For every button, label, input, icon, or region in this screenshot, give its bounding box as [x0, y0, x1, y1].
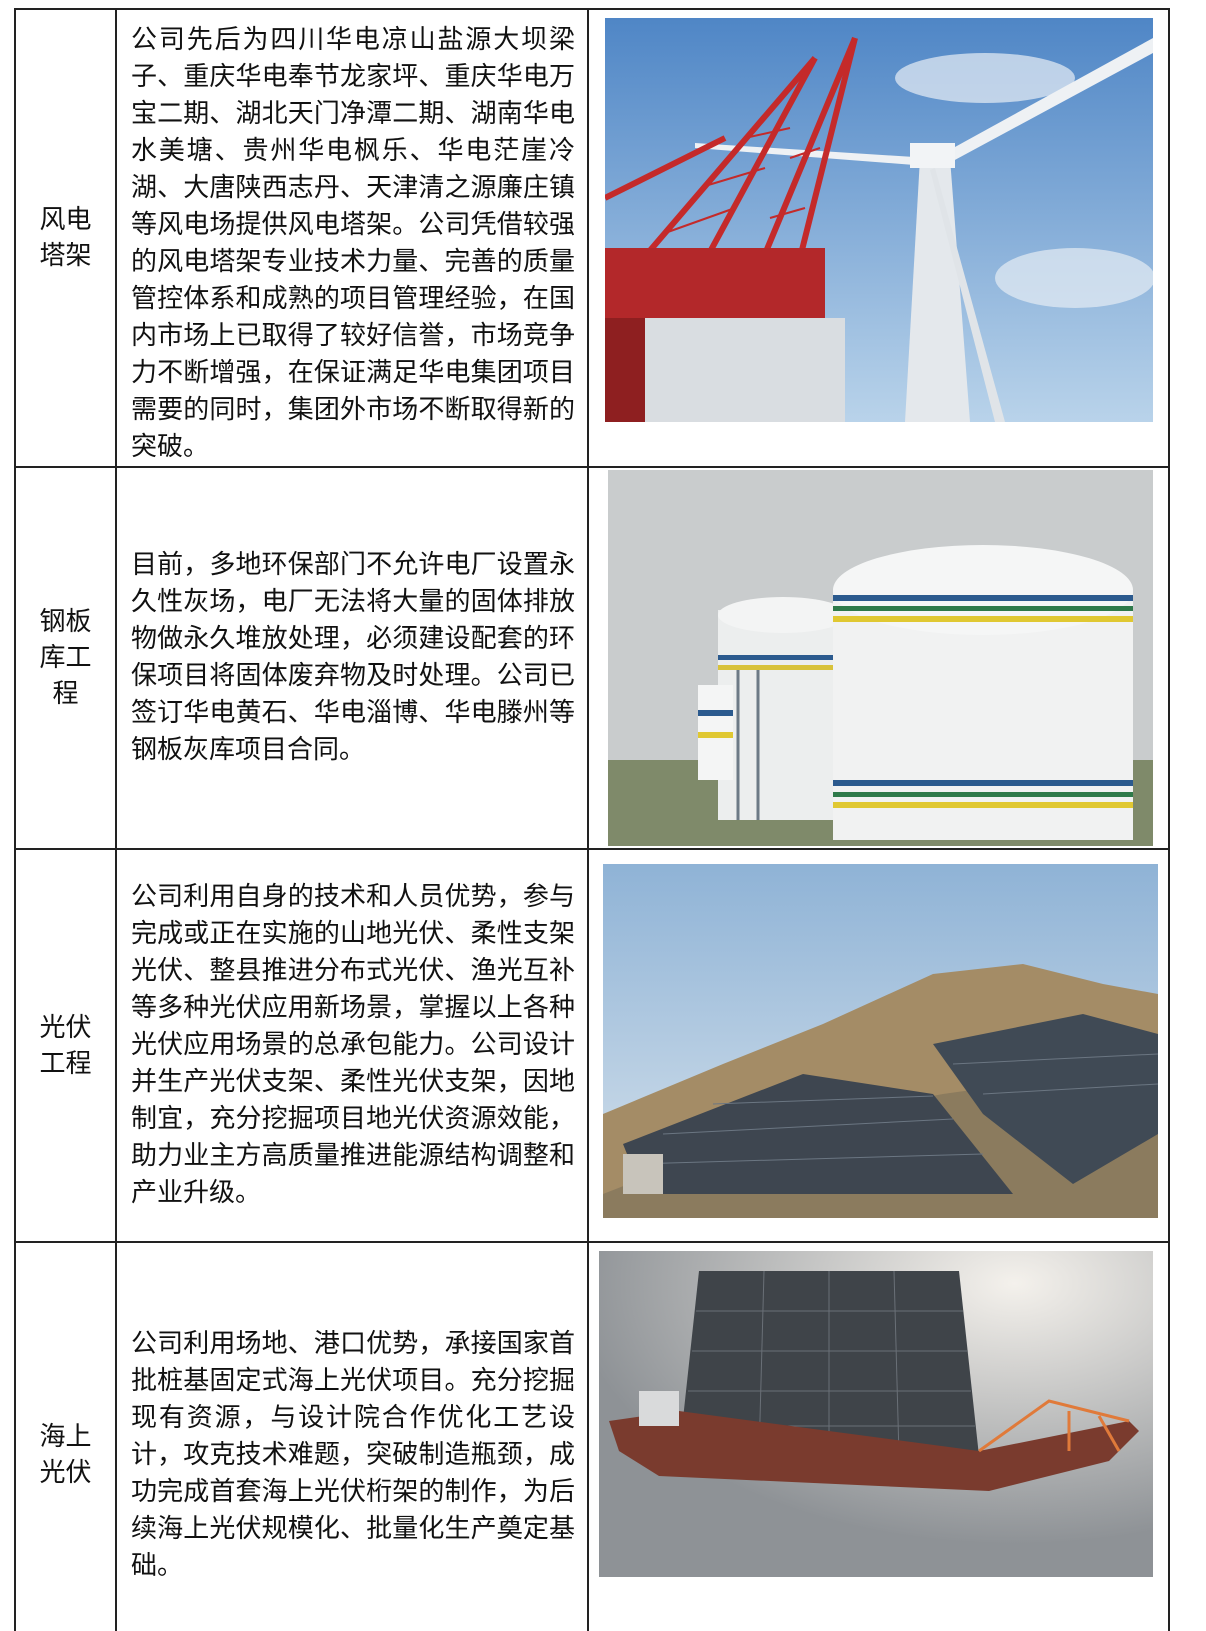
row-text: 公司利用场地、港口优势，承接国家首批桩基固定式海上光伏项目。充分挖掘现有资源，与… — [131, 1328, 575, 1581]
row-label: 海上光伏 — [39, 1422, 92, 1488]
image-cell — [587, 1241, 1170, 1631]
row-text: 公司利用自身的技术和人员优势，参与完成或正在实施的山地光伏、柔性支架光伏、整县推… — [131, 882, 575, 1208]
image-cell — [587, 848, 1170, 1243]
text-cell: 目前，多地环保部门不允许电厂设置永久性灰场，电厂无法将大量的固体排放物做永久堆放… — [115, 466, 589, 850]
offshore-solar-photo — [599, 1251, 1153, 1577]
row-text: 目前，多地环保部门不允许电厂设置永久性灰场，电厂无法将大量的固体排放物做永久堆放… — [131, 550, 575, 765]
table-row: 光伏工程 公司利用自身的技术和人员优势，参与完成或正在实施的山地光伏、柔性支架光… — [14, 848, 1170, 1243]
row-label: 风电塔架 — [39, 205, 92, 271]
label-cell: 钢板库工程 — [14, 466, 117, 850]
table-row: 风电塔架 公司先后为四川华电凉山盐源大坝梁子、重庆华电奉节龙家坪、重庆华电万宝二… — [14, 8, 1170, 468]
table-row: 海上光伏 公司利用场地、港口优势，承接国家首批桩基固定式海上光伏项目。充分挖掘现… — [14, 1241, 1170, 1631]
image-cell — [587, 8, 1170, 468]
text-cell: 公司利用自身的技术和人员优势，参与完成或正在实施的山地光伏、柔性支架光伏、整县推… — [115, 848, 589, 1243]
row-text: 公司先后为四川华电凉山盐源大坝梁子、重庆华电奉节龙家坪、重庆华电万宝二期、湖北天… — [131, 25, 575, 462]
wind-tower-photo — [605, 18, 1153, 422]
image-cell — [587, 466, 1170, 850]
solar-farm-photo — [603, 864, 1158, 1218]
row-label: 光伏工程 — [39, 1012, 92, 1079]
text-cell: 公司先后为四川华电凉山盐源大坝梁子、重庆华电奉节龙家坪、重庆华电万宝二期、湖北天… — [115, 8, 589, 468]
table-row: 钢板库工程 目前，多地环保部门不允许电厂设置永久性灰场，电厂无法将大量的固体排放… — [14, 466, 1170, 850]
label-cell: 海上光伏 — [14, 1241, 117, 1631]
text-cell: 公司利用场地、港口优势，承接国家首批桩基固定式海上光伏项目。充分挖掘现有资源，与… — [115, 1241, 589, 1631]
label-cell: 风电塔架 — [14, 8, 117, 468]
steel-silo-photo — [608, 470, 1153, 846]
label-cell: 光伏工程 — [14, 848, 117, 1243]
row-label: 钢板库工程 — [39, 607, 92, 709]
product-table: 风电塔架 公司先后为四川华电凉山盐源大坝梁子、重庆华电奉节龙家坪、重庆华电万宝二… — [14, 8, 1170, 1631]
